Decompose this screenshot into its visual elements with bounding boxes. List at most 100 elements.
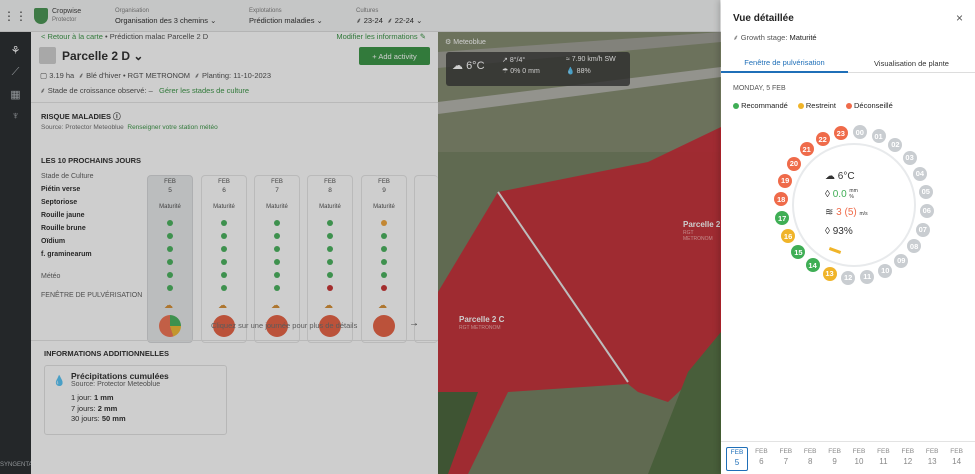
brand-sub: Protector	[52, 16, 77, 23]
parcel-2c-label[interactable]: Parcelle 2 C	[459, 315, 505, 324]
apps-grid-icon[interactable]: ⋮⋮	[3, 8, 27, 23]
exploitation-selector[interactable]: Explotations Prédiction maladies ⌄	[249, 7, 350, 25]
hour-badge[interactable]: 07	[915, 222, 930, 237]
hour-badge[interactable]: 19	[778, 173, 793, 188]
culture-selector[interactable]: Cultures ⸙ 23-24 ⸙ 22-24 ⌄	[356, 7, 456, 25]
day-strip-item[interactable]: FEB 12	[897, 447, 919, 471]
center-wind: 3 (5)	[836, 207, 857, 218]
hour-badge[interactable]: 10	[878, 263, 893, 278]
risk-dot	[274, 272, 280, 278]
hour-badge[interactable]: 13	[822, 266, 837, 281]
org-selector[interactable]: Organisation Organisation des 3 chemins …	[115, 7, 243, 25]
main-content: < Retour à la carte • Prédiction malac P…	[31, 32, 438, 474]
hour-badge[interactable]: 12	[841, 270, 856, 285]
hour-badge[interactable]: 06	[919, 203, 934, 218]
click-hint: Cliquez sur une journée pour plus de dét…	[211, 321, 358, 330]
disease-label: Rouille brune	[41, 225, 86, 232]
center-temp: 6°C	[837, 171, 855, 182]
risk-title: RISQUE MALADIES ⓘ	[41, 112, 121, 121]
day-strip-item[interactable]: FEB 10	[848, 447, 870, 471]
station-link[interactable]: Renseigner votre station météo	[127, 124, 218, 131]
parcel-2d-label[interactable]: Parcelle 2	[683, 220, 721, 229]
hour-badge[interactable]: 21	[799, 142, 814, 157]
hour-badge[interactable]: 09	[894, 253, 909, 268]
expl-value: Prédiction maladies	[249, 15, 315, 25]
meteo-label: Météo	[41, 273, 61, 280]
hour-badge[interactable]: 04	[912, 166, 927, 181]
day-month: FEB	[378, 179, 390, 185]
day-column[interactable]	[254, 175, 300, 343]
spray-window-pie	[319, 315, 341, 337]
modify-info-link[interactable]: Modifier les informations ✎	[336, 32, 426, 41]
spray-label: FENÊTRE DE PULVÉRISATION	[41, 292, 143, 299]
manage-stages-link[interactable]: Gérer les stades de culture	[159, 86, 250, 95]
brand-name: Cropwise	[52, 7, 82, 15]
disease-prediction-icon[interactable]: ⚘	[10, 44, 21, 57]
risk-dot	[167, 233, 173, 239]
risk-dot	[327, 285, 333, 291]
hour-badge[interactable]: 01	[871, 129, 886, 144]
hour-badge[interactable]: 18	[774, 192, 789, 207]
chevron-down-icon: ⌄	[133, 49, 144, 63]
tab-spray-window[interactable]: Fenêtre de pulvérisation	[721, 54, 848, 73]
hour-badge[interactable]: 03	[902, 150, 917, 165]
hour-badge[interactable]: 20	[786, 156, 801, 171]
day-strip-item[interactable]: FEB 5	[726, 447, 748, 471]
divider	[721, 441, 975, 442]
trophy-icon[interactable]: ♆	[11, 110, 20, 122]
cloud-icon: ☁	[825, 171, 835, 182]
day-strip-month: FEB	[852, 448, 866, 455]
hour-badge[interactable]: 16	[781, 229, 796, 244]
satellite-map[interactable]: ⚙ Meteoblue ☁ 6°C ↗ 8°/4° ☂ 0% 0 mm ≈ 7.…	[438, 32, 721, 474]
day-strip-item[interactable]: FEB 8	[799, 447, 821, 471]
day-strip-item[interactable]: FEB 7	[775, 447, 797, 471]
day-strip-item[interactable]: FEB 14	[946, 447, 968, 471]
page-title[interactable]: Parcelle 2 D ⌄	[62, 49, 144, 63]
hour-badge[interactable]: 14	[805, 258, 820, 273]
hour-badge[interactable]: 17	[775, 211, 790, 226]
day-strip-item[interactable]: FEB 9	[824, 447, 846, 471]
risk-source: Source: Protector Meteoblue	[41, 124, 124, 131]
map-rain: 0% 0 mm	[510, 68, 540, 75]
day-column[interactable]	[361, 175, 407, 343]
precip-row-label: 7 jours:	[71, 403, 96, 413]
day-strip-item[interactable]: FEB 6	[750, 447, 772, 471]
calendar-icon[interactable]: ▦	[10, 88, 21, 101]
chart-icon[interactable]: ⟋	[11, 65, 20, 78]
hour-badge[interactable]: 23	[833, 126, 848, 141]
spray-window-pie	[266, 315, 288, 337]
spray-legend: Recommandé Restreint Déconseillé	[733, 101, 903, 110]
back-link[interactable]: < Retour à la carte	[41, 32, 103, 41]
hour-badge[interactable]: 11	[860, 269, 875, 284]
crop-value: Blé d'hiver • RGT METRONOM	[86, 71, 191, 80]
risk-dot	[221, 233, 227, 239]
risk-dot	[327, 220, 333, 226]
chevron-down-icon: ⌄	[210, 15, 217, 25]
tab-plant-view[interactable]: Visualisation de plante	[848, 54, 975, 73]
hour-badge[interactable]: 00	[852, 125, 867, 140]
close-icon[interactable]: ×	[955, 11, 963, 25]
day-column-partial	[414, 175, 438, 343]
hour-badge[interactable]: 05	[918, 184, 933, 199]
hour-badge[interactable]: 22	[815, 132, 830, 147]
logo[interactable]: Cropwise Protector	[34, 7, 109, 24]
hour-badge[interactable]: 08	[907, 239, 922, 254]
day-column[interactable]	[307, 175, 353, 343]
day-strip-item[interactable]: FEB 13	[921, 447, 943, 471]
clock-center-info: ☁ 6°C ◊ 0.0 mm% ≋ 3 (5) m/s ◊ 93%	[825, 168, 868, 241]
disease-label: Piétin verse	[41, 186, 81, 193]
breadcrumb-2: Parcelle 2 D	[167, 32, 209, 41]
precip-row: 30 jours: 50 mm	[71, 414, 126, 425]
center-humidity: 93%	[832, 226, 853, 237]
day-strip-item[interactable]: FEB 11	[872, 447, 894, 471]
day-stage: Maturité	[266, 204, 288, 210]
hour-badge[interactable]: 15	[791, 245, 806, 260]
risk-dot	[381, 246, 387, 252]
planting-value: Planting: 11-10-2023	[201, 71, 272, 80]
add-activity-button[interactable]: + Add activity	[359, 47, 430, 65]
hour-badge[interactable]: 02	[888, 137, 903, 152]
parcel-2d-sub: RGT METRONOM	[683, 230, 713, 242]
arrow-right-icon[interactable]: →	[409, 318, 419, 329]
breadcrumb-1[interactable]: • Prédiction malac	[105, 32, 166, 41]
day-column[interactable]	[201, 175, 247, 343]
